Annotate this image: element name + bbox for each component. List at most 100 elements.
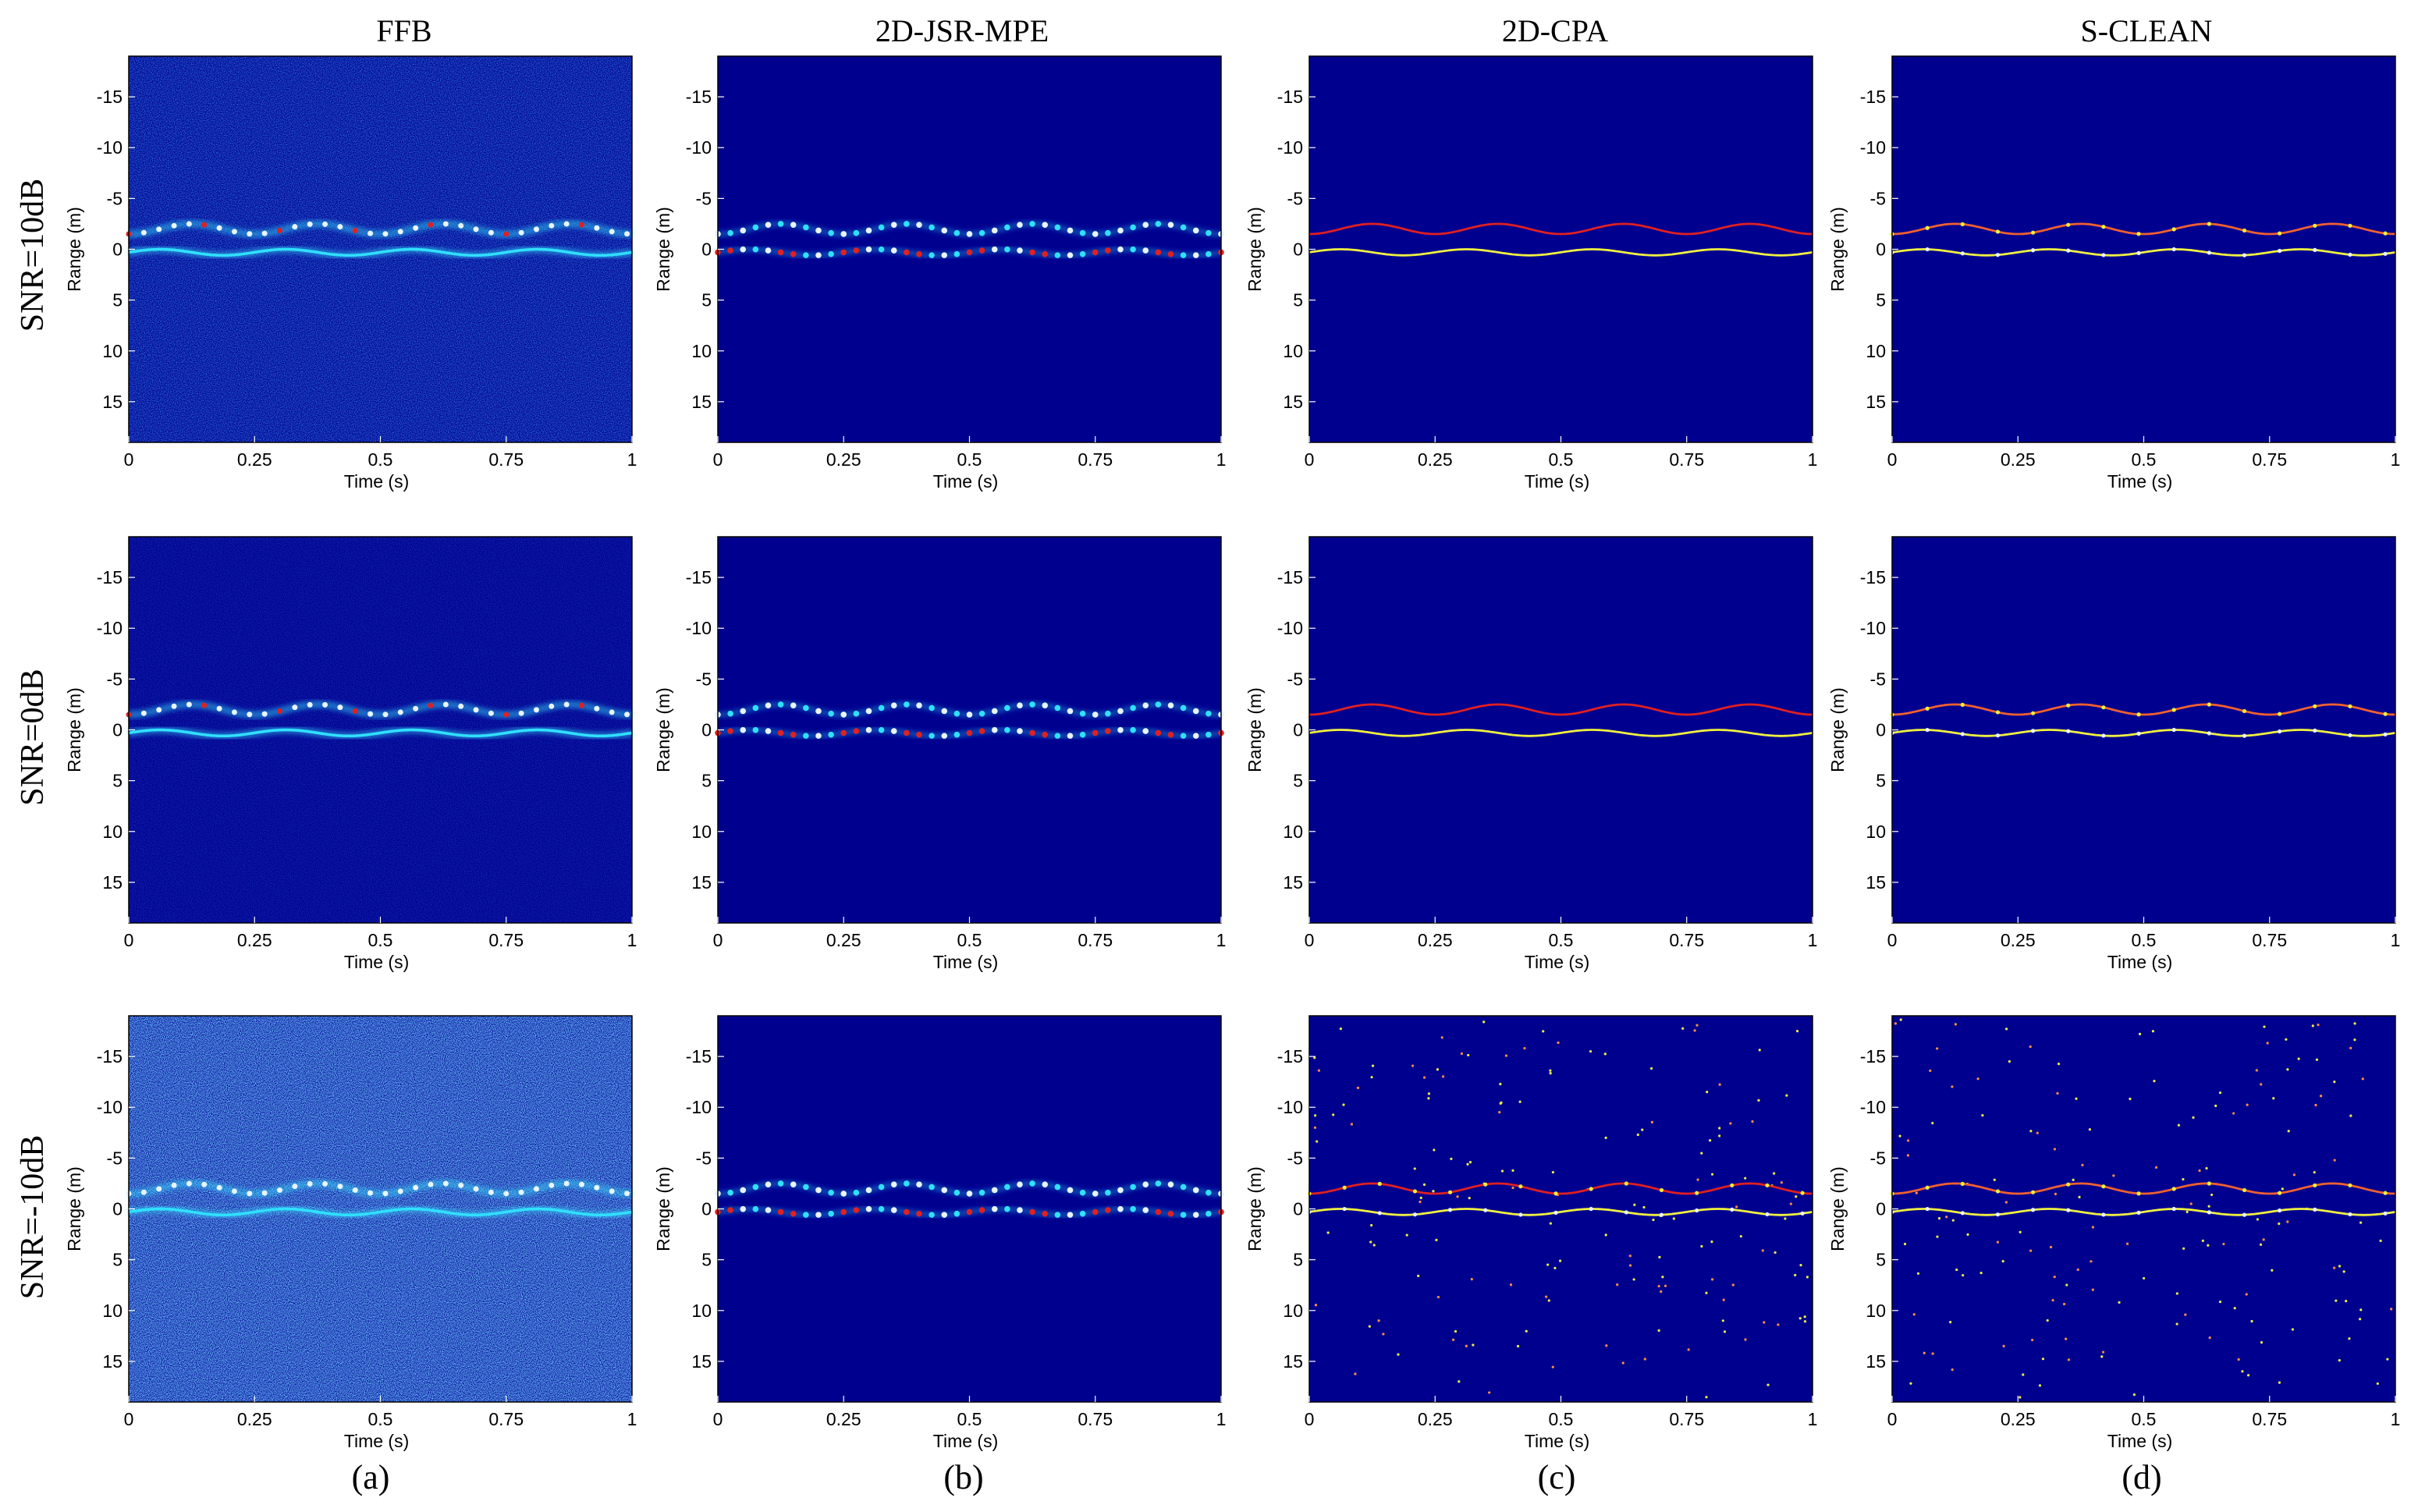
noise-point xyxy=(1511,1186,1514,1190)
noise-point xyxy=(1499,1102,1502,1105)
trajectory-target-2 xyxy=(1891,1208,2396,1216)
noise-point xyxy=(1695,1024,1699,1027)
scatterer-point xyxy=(890,728,897,734)
y-tick-label: 5 xyxy=(1876,771,1886,791)
noise-point xyxy=(2335,1299,2338,1302)
noise-point xyxy=(1744,1177,1747,1180)
noise-point xyxy=(1729,1122,1732,1125)
trajectory-target-1-glow xyxy=(128,219,633,239)
noise-point xyxy=(2138,1032,2142,1035)
scatterer-point xyxy=(2066,1182,2071,1187)
scatterer-point xyxy=(840,249,847,256)
scatterer-point xyxy=(609,229,615,235)
panel-2-1: -15 -10 -5 0 5 10 15 0 0.25 0.5 0.75 1 Time (s) Range… xyxy=(653,1015,1226,1451)
scatterer-point xyxy=(1624,1210,1628,1215)
trajectory-target-1 xyxy=(1308,703,1813,716)
y-axis-label: Range (m) xyxy=(1827,207,1848,292)
scatterer-point xyxy=(1167,1181,1174,1187)
scatterer-point xyxy=(1192,227,1199,234)
scatterer-point xyxy=(865,227,872,234)
scatterer-point xyxy=(878,246,885,253)
y-tick-label: 10 xyxy=(102,1301,122,1321)
scatterer-point xyxy=(2031,729,2036,733)
scatterer-point xyxy=(1029,221,1035,227)
scatterer-point xyxy=(1054,1184,1061,1191)
noise-point xyxy=(1621,1361,1624,1365)
y-axis-label: Range (m) xyxy=(1827,687,1848,772)
noise-point xyxy=(1435,1238,1438,1241)
scatterer-point xyxy=(803,733,809,739)
scatterer-point xyxy=(777,249,784,256)
scatterer-point xyxy=(337,1184,343,1190)
scatterer-point xyxy=(890,1207,897,1213)
noise-point xyxy=(2182,1177,2185,1181)
scatterer-point xyxy=(904,249,910,256)
scatterer-point xyxy=(1092,729,1099,736)
y-tick-label: 0 xyxy=(701,240,712,260)
noise-point xyxy=(1632,1278,1635,1281)
y-tick-label: -5 xyxy=(107,188,122,208)
noise-point xyxy=(1898,1134,1901,1138)
y-tick-label: -5 xyxy=(696,188,712,208)
scatterer-point xyxy=(413,225,419,231)
noise-point xyxy=(1418,1200,1422,1204)
noise-point xyxy=(1411,1064,1415,1067)
noise-point xyxy=(2338,1358,2341,1362)
panel-2-3: -15 -10 -5 0 5 10 15 0 0.25 0.5 0.75 1 Time (s) Range… xyxy=(1827,1015,2400,1451)
y-axis-label: Range (m) xyxy=(64,687,84,772)
scatterer-point xyxy=(1054,1212,1061,1218)
scatterer-point xyxy=(1800,1211,1805,1216)
x-tick-label: 0.5 xyxy=(368,449,393,470)
noise-point xyxy=(1954,1023,1958,1026)
scatterer-point xyxy=(1142,728,1149,734)
scatterer-point xyxy=(890,1181,897,1187)
y-tick-label: 5 xyxy=(1876,290,1886,311)
noise-point xyxy=(1628,1264,1632,1267)
noise-point xyxy=(1559,1259,1562,1262)
noise-point xyxy=(1936,1047,1939,1050)
noise-point xyxy=(1509,1283,1513,1287)
x-tick-label: 0.5 xyxy=(2132,930,2157,950)
scatterer-point xyxy=(2207,731,2211,736)
scatterer-point xyxy=(1167,1210,1174,1217)
y-tick-label: -5 xyxy=(1870,669,1886,689)
scatterer-point xyxy=(186,1180,192,1187)
noise-point xyxy=(1633,1203,1636,1206)
scatterer-point xyxy=(2383,712,2388,716)
noise-point xyxy=(2004,1028,2008,1031)
y-tick-label: 5 xyxy=(701,290,712,311)
y-tick-label: 5 xyxy=(1293,290,1303,311)
y-tick-label: -15 xyxy=(97,1046,122,1067)
scatterer-point xyxy=(231,1188,237,1194)
noise-point xyxy=(2353,1022,2356,1025)
scatterer-point xyxy=(1180,1212,1187,1218)
scatterer-point xyxy=(1960,1211,1965,1216)
noise-point xyxy=(2241,1370,2244,1373)
scatterer-point xyxy=(790,731,797,738)
x-tick-label: 0.25 xyxy=(1418,1409,1453,1429)
scatterer-point xyxy=(2066,1208,2071,1212)
noise-point xyxy=(1798,1317,1802,1320)
panel-2-0: -15 -10 -5 0 5 10 15 0 0.25 0.5 0.75 1 Time (s) Range… xyxy=(64,1015,637,1451)
scatterer-point xyxy=(397,1188,403,1194)
x-tick-label: 0.5 xyxy=(1549,930,1574,950)
scatterer-point xyxy=(442,701,449,708)
scatterer-point xyxy=(1518,1184,1523,1189)
scatterer-point xyxy=(2171,227,2176,232)
noise-point xyxy=(2192,1116,2195,1119)
subfigure-label-b: (b) xyxy=(943,1458,983,1496)
x-tick-label: 0 xyxy=(713,930,723,950)
scatterer-point xyxy=(1192,1187,1199,1194)
noise-point xyxy=(2091,1288,2094,1291)
noise-point xyxy=(2019,1396,2022,1399)
noise-point xyxy=(1731,1283,1734,1287)
noise-point xyxy=(2338,1265,2342,1268)
scatterer-point xyxy=(765,1207,772,1213)
scatterer-point xyxy=(2207,1210,2211,1215)
scatterer-point xyxy=(941,252,948,258)
x-tick-label: 1 xyxy=(2391,930,2401,950)
scatterer-point xyxy=(1079,1189,1086,1196)
scatterer-point xyxy=(815,252,822,258)
scatterer-point xyxy=(186,221,192,227)
scatterer-point xyxy=(367,711,374,717)
